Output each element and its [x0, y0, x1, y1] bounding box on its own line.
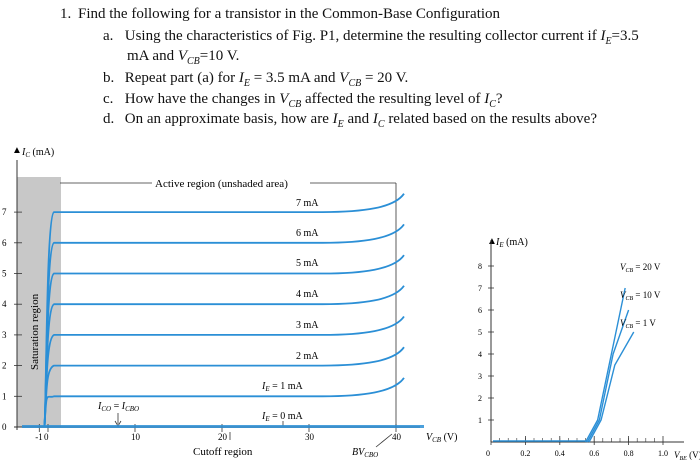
y-axis-arrow: ▲ — [487, 236, 497, 247]
item-text: On an approximate basis, how are IE and … — [124, 111, 597, 130]
item-label: b. — [103, 70, 115, 86]
curve-7-ma — [43, 193, 405, 428]
x-tick-label: 0.8 — [624, 449, 634, 458]
x-tick-label: 1.0 — [658, 449, 668, 458]
x-tick-label: -1 — [35, 432, 43, 442]
y-tick-label: 6 — [2, 238, 7, 248]
y-tick-label: 1 — [2, 391, 7, 401]
y-ticks: 0 1 2 3 4 5 6 7 — [2, 207, 22, 432]
y-tick-label: 7 — [478, 284, 482, 293]
y-tick-label: 4 — [478, 350, 482, 359]
saturation-region — [17, 177, 61, 427]
y-tick-label: 7 — [2, 207, 7, 217]
curve-label-20v: VCB = 20 V — [620, 262, 661, 274]
curve-label-7ma: 7 mA — [296, 198, 319, 209]
saturation-label: Saturation region — [29, 293, 41, 370]
y-tick-label: 5 — [2, 269, 7, 279]
question-number: 1. — [60, 6, 72, 22]
item-label: c. — [103, 91, 114, 107]
x-tick-label: 0.4 — [555, 449, 565, 458]
input-characteristics-chart: ▲ IE (mA) 1 2 3 4 5 6 7 8 0 0.2 0.4 0.6 0.8 1.0 VCB … — [478, 236, 700, 462]
x-tick-label: 0.6 — [589, 449, 599, 458]
item-label: d. — [103, 111, 115, 127]
curve-label-5ma: 5 mA — [296, 258, 319, 269]
output-characteristics-chart: ▲ IC (mA) Saturation region Active regio… — [2, 145, 457, 459]
x-axis-label: VBE (V) — [674, 450, 700, 462]
y-tick-label: 3 — [478, 372, 482, 381]
item-label: a. — [103, 28, 114, 44]
x-tick-label: 30 — [305, 432, 315, 442]
question-item-a: a. Using the characteristics of Fig. P1,… — [103, 28, 639, 47]
x-tick-label: 0 — [486, 449, 490, 458]
x-tick-label: 40 — [392, 432, 402, 442]
curve-v-cb-10-v — [586, 309, 630, 443]
y-tick-label: 1 — [478, 416, 482, 425]
active-region-label: Active region (unshaded area) — [155, 178, 288, 190]
ico-label: ICO = ICBO — [97, 401, 139, 413]
curve-label-1ma: IE = 1 mA — [261, 381, 304, 393]
y-tick-label: 0 — [2, 422, 7, 432]
y-tick-label: 4 — [2, 299, 7, 309]
y-tick-label: 2 — [478, 394, 482, 403]
curve-label-4ma: 4 mA — [296, 289, 319, 300]
question-item-b: b. Repeat part (a) for IE = 3.5 mA and V… — [103, 70, 408, 89]
question-item-c: c. How have the changes in VCB affected … — [103, 91, 503, 110]
cutoff-label: Cutoff region — [193, 446, 253, 458]
y-tick-label: 8 — [478, 262, 482, 271]
x-axis-label: VCB (V) — [426, 432, 457, 444]
question-item-d: d. On an approximate basis, how are IE a… — [103, 111, 597, 130]
bv-label: BVCBO — [352, 447, 378, 459]
curves — [43, 193, 405, 428]
x-tick-label: 20 — [218, 432, 228, 442]
curve-label-10v: VCB = 10 V — [620, 290, 661, 302]
curve-label-3ma: 3 mA — [296, 320, 319, 331]
y-tick-label: 2 — [2, 361, 7, 371]
question-item-a-continued: mA and VCB=10 V. — [127, 48, 240, 67]
y-tick-label: 3 — [2, 330, 7, 340]
curve-2-ma — [43, 346, 405, 428]
curve-label-0ma: IE = 0 mA — [261, 411, 304, 423]
question-block: 1. Find the following for a transistor i… — [0, 0, 700, 135]
y-axis-label: IE (mA) — [495, 237, 528, 249]
curve-v-cb-1-v — [588, 331, 635, 443]
y-axis-arrow: ▲ — [12, 145, 22, 156]
curve-label-2ma: 2 mA — [296, 351, 319, 362]
x-ticks: 0 0.2 0.4 0.6 0.8 1.0 — [486, 436, 668, 458]
item-text: Using the characteristics of Fig. P1, de… — [124, 28, 639, 47]
curve-label-6ma: 6 mA — [296, 228, 319, 239]
cutoff-band — [22, 425, 424, 428]
item-text: How have the changes in VCB affected the… — [124, 91, 503, 110]
x-tick-label: 0 — [44, 432, 49, 442]
curve-label-1v: VCB = 1 V — [620, 318, 656, 330]
y-ticks: 1 2 3 4 5 6 7 8 — [478, 262, 494, 425]
curves — [493, 287, 635, 443]
y-tick-label: 5 — [478, 328, 482, 337]
item-text: Repeat part (a) for IE = 3.5 mA and VCB … — [124, 70, 409, 89]
question-title: Find the following for a transistor in t… — [78, 6, 501, 22]
x-tick-label: 0.2 — [520, 449, 530, 458]
curve-v-cb-20-v — [584, 287, 626, 443]
x-tick-label: 10 — [131, 432, 141, 442]
y-tick-label: 6 — [478, 306, 482, 315]
y-axis-label: IC (mA) — [21, 147, 54, 159]
